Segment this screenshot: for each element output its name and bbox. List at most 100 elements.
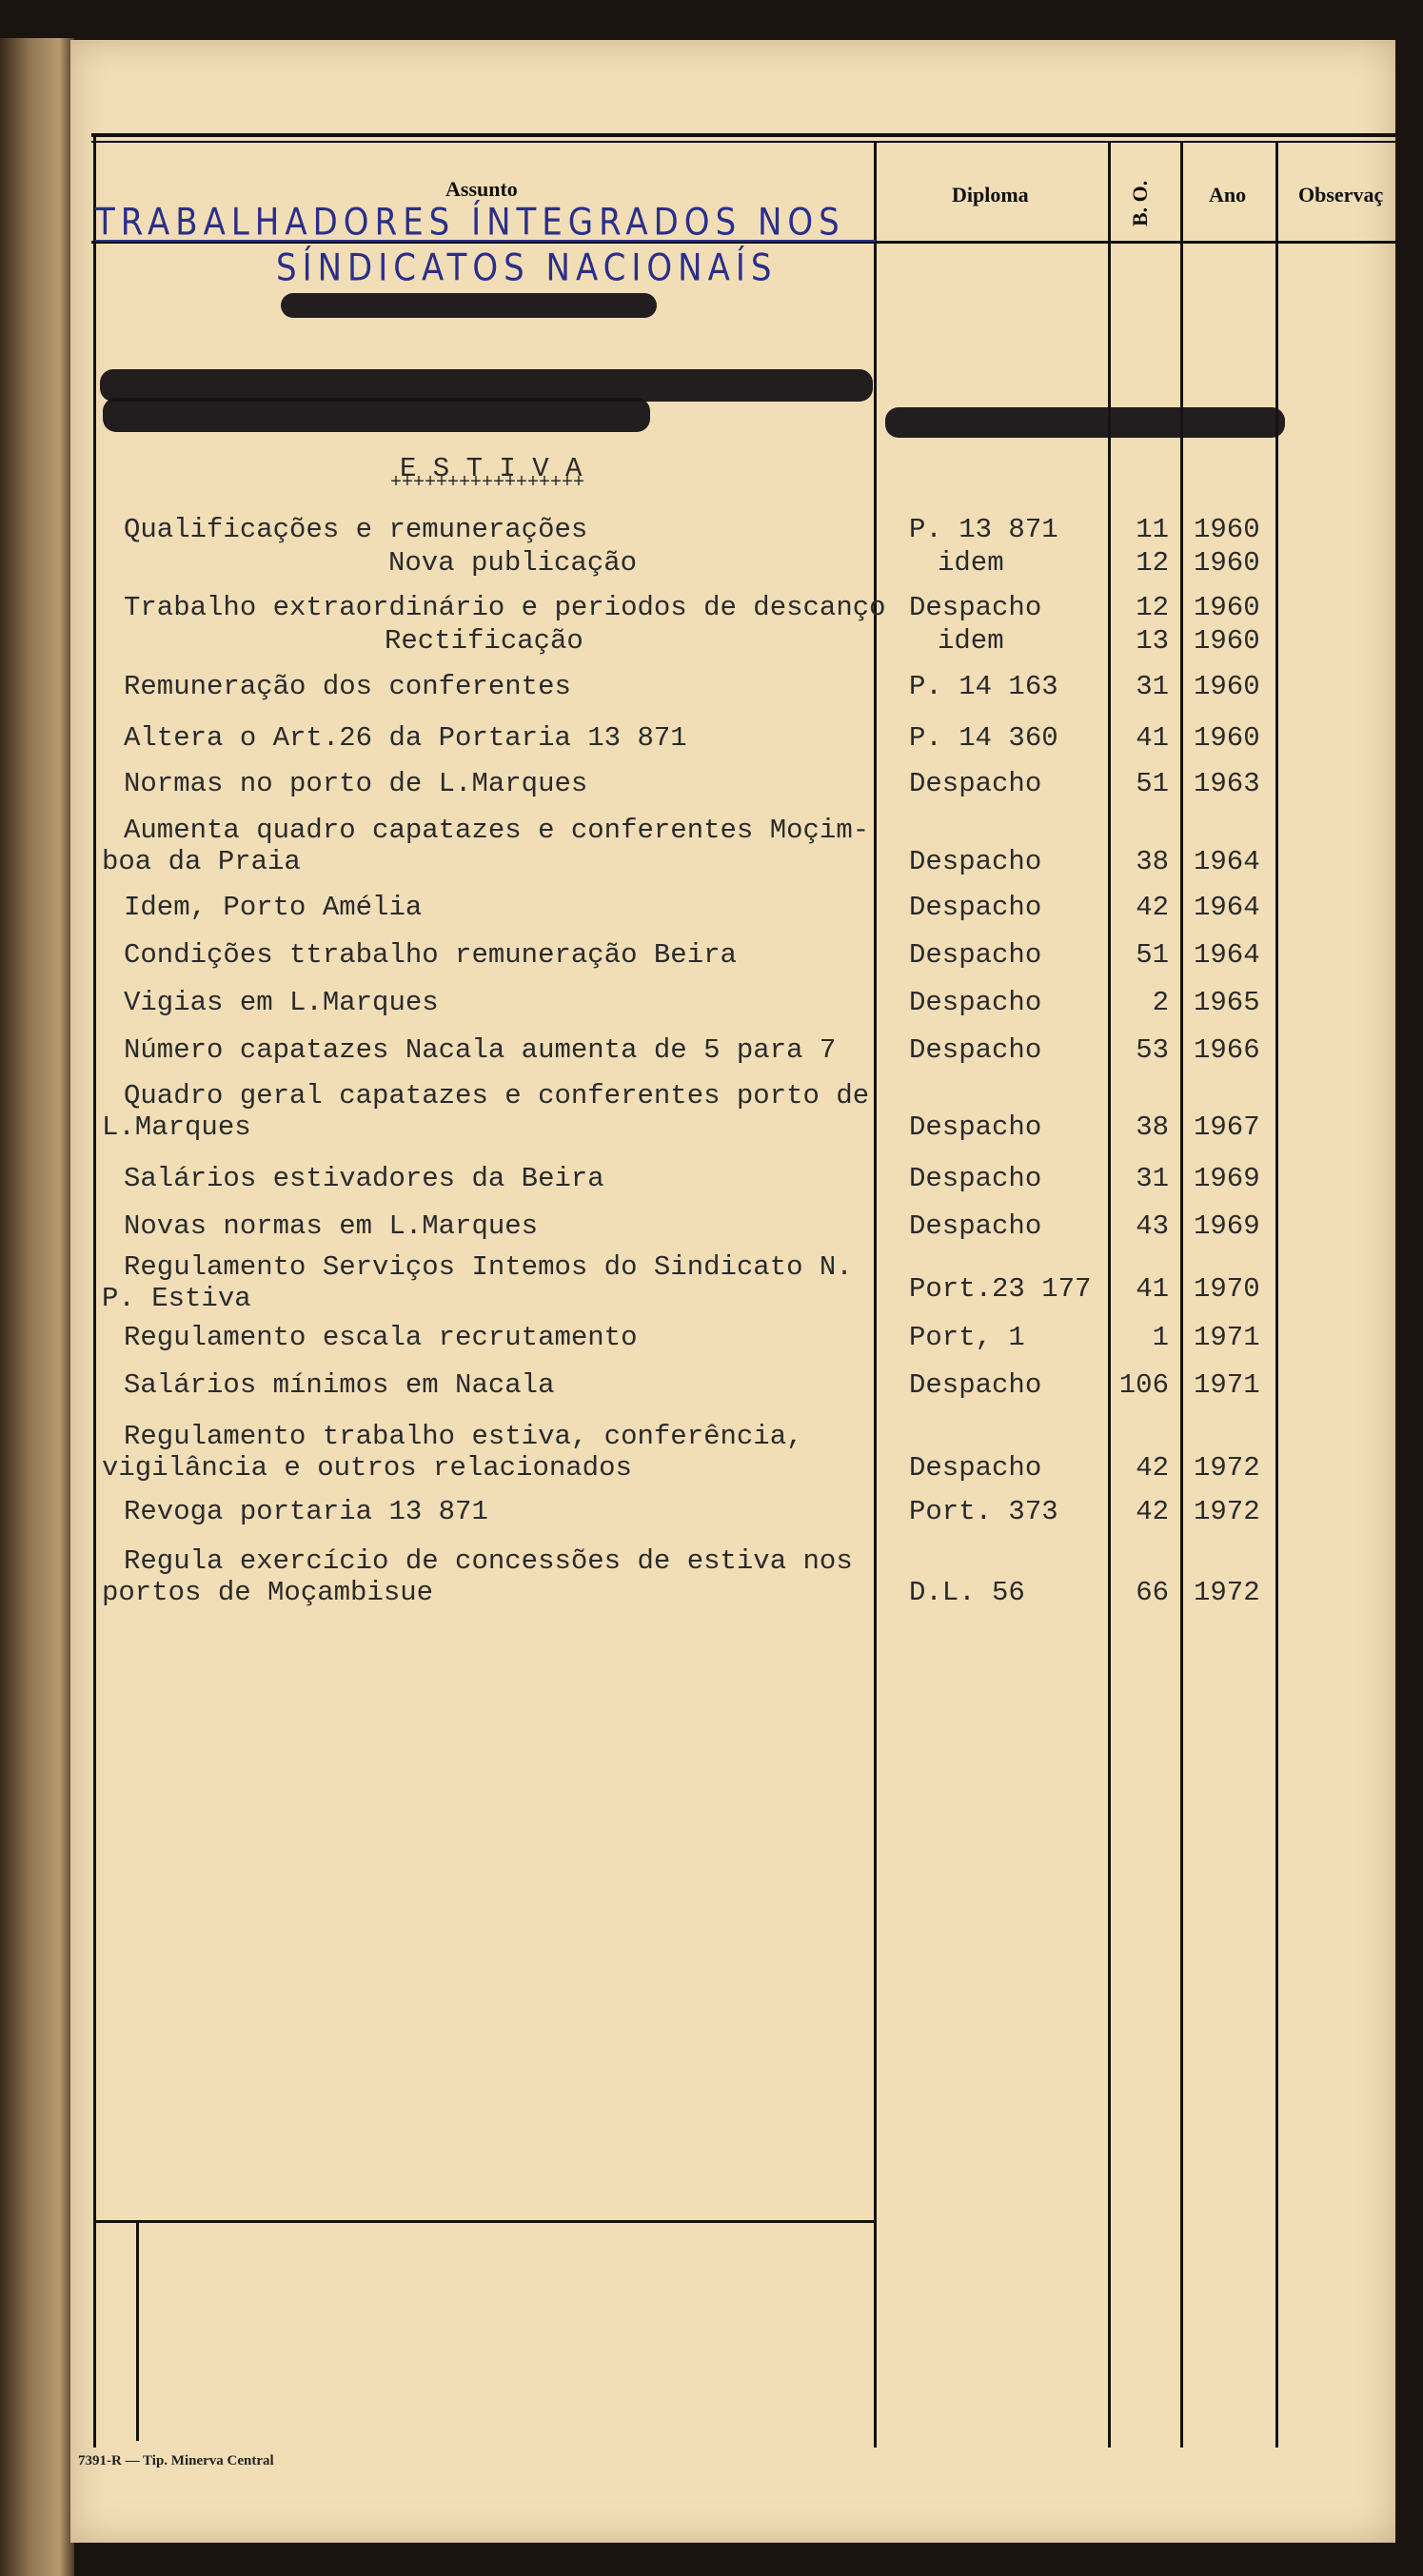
bo-cell: 1 [1152,1322,1169,1353]
bo-cell: 11 [1136,514,1169,545]
section-heading-estiva: E S T I V A [400,453,583,484]
assunto-text: Revoga portaria 13 871 [124,1496,488,1527]
assunto-text: Salários mínimos em Nacala [124,1369,555,1401]
divider-diploma-bo [1108,143,1111,2448]
ano-cell: 1964 [1194,846,1260,877]
ano-cell: 1964 [1194,939,1260,971]
ano-cell: 1960 [1194,625,1260,657]
assunto-text: Nova publicação [388,547,638,579]
assunto-text: Condições ttrabalho remuneração Beira [124,939,737,971]
redaction-bar [100,369,873,402]
assunto-text: Aumenta quadro capatazes e conferentes M… [124,815,870,846]
diploma-cell: Port.23 177 [909,1273,1092,1305]
title-underline [95,240,876,242]
diploma-cell: Despacho [909,987,1042,1018]
bottom-rule [95,2220,874,2223]
top-rule [91,133,1395,137]
diploma-cell: P. 13 871 [909,514,1058,545]
assunto-text: Idem, Porto Amélia [124,892,423,923]
bottom-inner-divider [136,2222,139,2441]
diploma-cell: Despacho [909,892,1042,923]
ano-cell: 1971 [1194,1369,1260,1401]
assunto-text: Regulamento trabalho estiva, conferência… [124,1421,803,1452]
table-left-border [93,135,96,2448]
bo-cell: 42 [1136,892,1169,923]
bo-cell: 41 [1136,1273,1169,1305]
diploma-cell: Despacho [909,592,1042,623]
ano-cell: 1963 [1194,768,1260,799]
ano-cell: 1967 [1194,1111,1260,1143]
section-heading-underline: +++++++++++++++++ [390,472,585,494]
assunto-text: Regulamento escala recrutamento [124,1322,638,1353]
ano-cell: 1960 [1194,514,1260,545]
ano-cell: 1969 [1194,1210,1260,1242]
diploma-cell: Despacho [909,1034,1042,1066]
diploma-cell: idem [938,625,1004,657]
ano-cell: 1966 [1194,1034,1260,1066]
ano-cell: 1969 [1194,1163,1260,1194]
diploma-cell: Port, 1 [909,1322,1025,1353]
bo-cell: 38 [1136,1111,1169,1143]
ano-cell: 1960 [1194,671,1260,702]
header-diploma: Diploma [952,183,1029,206]
bo-cell: 42 [1136,1452,1169,1484]
assunto-text: boa da Praia [102,846,301,877]
bo-cell: 53 [1136,1034,1169,1066]
bo-cell: 66 [1136,1577,1169,1608]
assunto-text: L.Marques [102,1111,251,1143]
bo-cell: 42 [1136,1496,1169,1527]
ano-cell: 1972 [1194,1452,1260,1484]
assunto-text: Normas no porto de L.Marques [124,768,588,799]
assunto-text: Qualificações e remunerações [124,514,588,545]
diploma-cell: Despacho [909,1452,1042,1484]
header-ano: Ano [1209,183,1247,206]
diploma-cell: D.L. 56 [909,1577,1025,1608]
bo-cell: 31 [1136,1163,1169,1194]
diploma-cell: P. 14 163 [909,671,1058,702]
diploma-cell: Despacho [909,939,1042,971]
diploma-cell: Despacho [909,768,1042,799]
assunto-text: P. Estiva [102,1283,251,1314]
ano-cell: 1965 [1194,987,1260,1018]
bo-cell: 38 [1136,846,1169,877]
document-page [70,40,1395,2543]
bo-cell: 106 [1118,1369,1169,1401]
diploma-cell: Despacho [909,1369,1042,1401]
bo-cell: 43 [1136,1210,1169,1242]
bo-cell: 51 [1136,768,1169,799]
header-assunto: Assunto [445,177,518,201]
ano-cell: 1960 [1194,547,1260,579]
redaction-bar [103,398,650,432]
ano-cell: 1960 [1194,592,1260,623]
ano-cell: 1960 [1194,722,1260,754]
redaction-bar [281,293,657,318]
diploma-cell: Despacho [909,1111,1042,1143]
ano-cell: 1971 [1194,1322,1260,1353]
assunto-text: Salários estivadores da Beira [124,1163,604,1194]
header-bo: B. O. [1128,180,1152,226]
divider-assunto-diploma [874,143,877,2448]
printer-imprint: 7391-R — Tip. Minerva Central [78,2453,274,2468]
bo-cell: 12 [1136,547,1169,579]
bo-cell: 12 [1136,592,1169,623]
assunto-text: Trabalho extraordinário e periodos de de… [124,592,886,623]
diploma-cell: Despacho [909,846,1042,877]
divider-ano-obs [1275,143,1278,2448]
assunto-text: Número capatazes Nacala aumenta de 5 par… [124,1034,837,1066]
assunto-text: Remuneração dos conferentes [124,671,571,702]
diploma-cell: idem [938,547,1004,579]
diploma-cell: Despacho [909,1163,1042,1194]
diploma-cell: Despacho [909,1210,1042,1242]
assunto-text: Regulamento Serviços Intemos do Sindicat… [124,1251,853,1283]
adjacent-page-edge [0,38,74,2576]
ano-cell: 1972 [1194,1577,1260,1608]
assunto-text: vigilância e outros relacionados [102,1452,632,1484]
assunto-text: Vigias em L.Marques [124,987,439,1018]
ano-cell: 1970 [1194,1273,1260,1305]
assunto-text: portos de Moçambisue [102,1577,434,1608]
divider-bo-ano [1180,143,1183,2448]
bo-cell: 2 [1152,987,1169,1018]
bo-cell: 31 [1136,671,1169,702]
ano-cell: 1964 [1194,892,1260,923]
assunto-text: Quadro geral capatazes e conferentes por… [124,1080,870,1111]
